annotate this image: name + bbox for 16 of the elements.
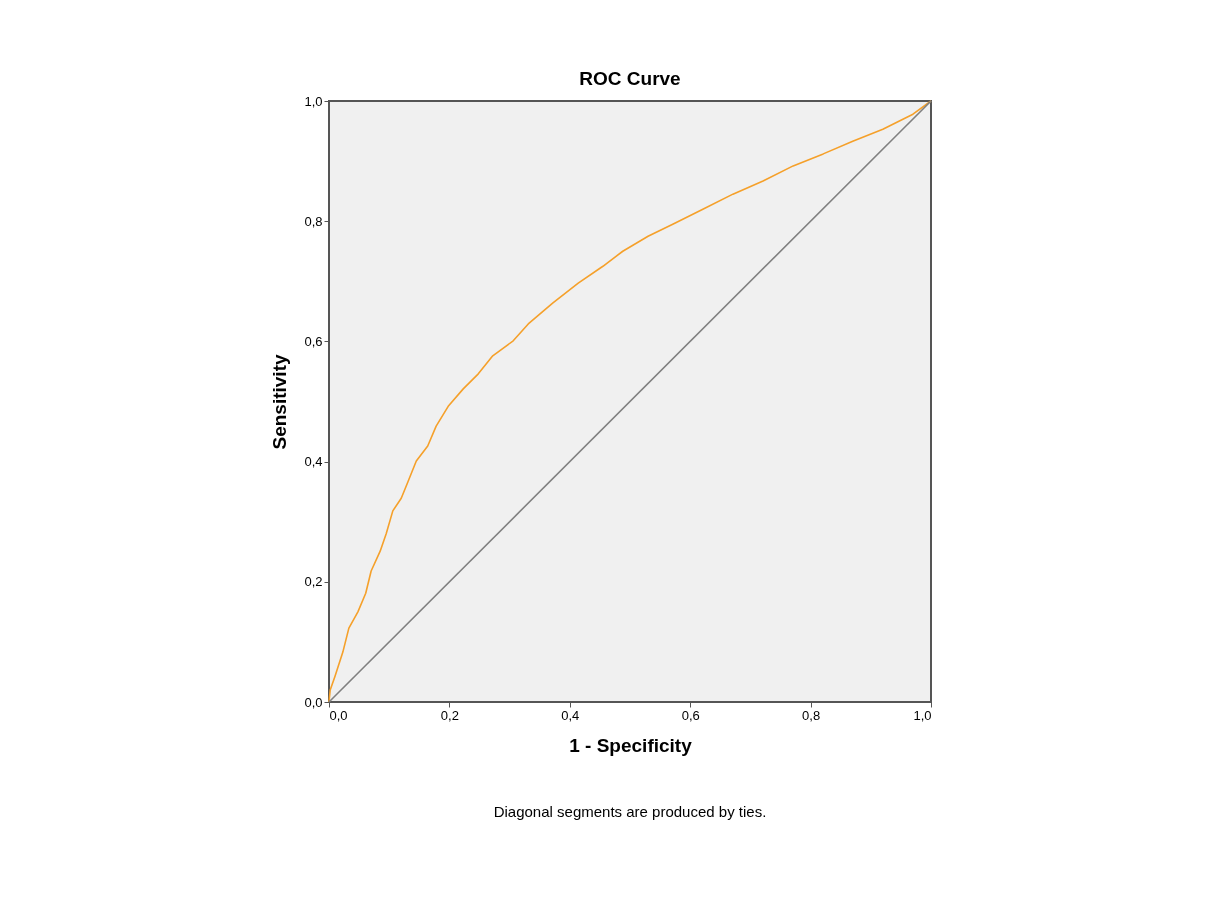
y-tick-label: 1,0 <box>304 93 323 109</box>
y-tick-label: 0,2 <box>304 574 323 590</box>
x-tick-label: 0,6 <box>681 707 700 723</box>
x-tick-label: 0,4 <box>561 707 580 723</box>
chart-title: ROC Curve <box>579 68 681 89</box>
text: Diagonal segments are produced by ties. <box>493 803 767 820</box>
x-tick-label: 1,0 <box>913 707 932 723</box>
x-tick-label: 0,0 <box>329 707 348 723</box>
x-tick-label: 0,2 <box>440 707 459 723</box>
y-tick-label: 0,4 <box>304 454 323 470</box>
y-axis-title: Sensitivity <box>269 354 291 450</box>
x-tick-label: 0,8 <box>802 707 821 723</box>
y-tick-label: 0,0 <box>304 694 323 710</box>
y-tick-label: 0,8 <box>304 213 323 229</box>
y-tick-label: 0,6 <box>304 333 323 349</box>
x-axis-title: 1 - Specificity <box>569 734 693 756</box>
